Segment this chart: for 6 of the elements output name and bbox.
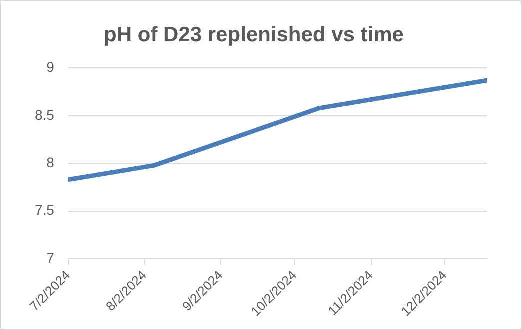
y-tick-label: 7.5 bbox=[34, 202, 55, 218]
y-tick-label: 8 bbox=[46, 154, 55, 170]
chart-title: pH of D23 replenished vs time bbox=[104, 23, 404, 46]
y-tick-label: 7 bbox=[46, 250, 55, 266]
y-tick-label: 8.5 bbox=[34, 106, 55, 123]
y-tick-label: 9 bbox=[46, 59, 55, 76]
